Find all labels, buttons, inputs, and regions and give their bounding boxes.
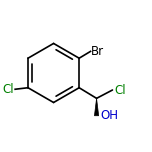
Text: Cl: Cl: [3, 83, 14, 96]
Text: Cl: Cl: [114, 83, 126, 97]
Text: Br: Br: [91, 45, 104, 58]
Polygon shape: [94, 98, 99, 116]
Text: OH: OH: [100, 109, 118, 122]
